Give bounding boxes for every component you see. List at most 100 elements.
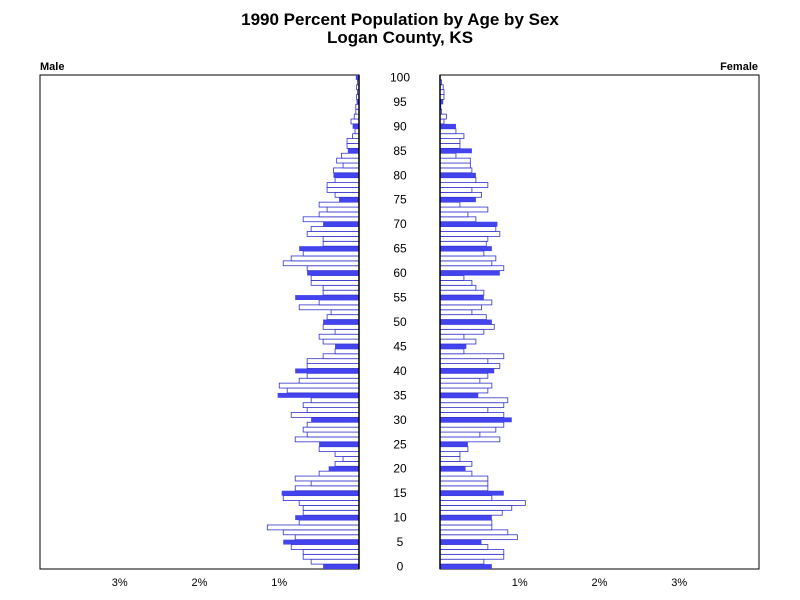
male-bar-age-39 bbox=[306, 372, 360, 379]
female-bar-age-8 bbox=[439, 524, 493, 531]
male-bar-age-56 bbox=[322, 289, 360, 296]
male-bar-age-3 bbox=[302, 549, 360, 555]
female-bar-age-18 bbox=[439, 475, 489, 482]
male-bar-age-26 bbox=[294, 436, 360, 443]
female-bar-age-50 bbox=[440, 319, 492, 325]
female-bar-age-70 bbox=[440, 221, 498, 227]
female-bar-age-65 bbox=[440, 246, 492, 252]
female-bar-age-35 bbox=[440, 392, 479, 398]
female-bar-age-62 bbox=[439, 260, 493, 267]
male-bar-age-69 bbox=[310, 226, 360, 232]
male-bar-age-57 bbox=[322, 284, 360, 291]
male-bar-age-74 bbox=[318, 201, 360, 208]
age-label-0: 0 bbox=[397, 560, 404, 574]
male-bar-age-53 bbox=[298, 304, 360, 311]
male-bar-age-7 bbox=[282, 529, 360, 536]
male-bar-age-62 bbox=[282, 260, 360, 267]
female-bar-age-12 bbox=[439, 505, 513, 511]
female-bar-age-71 bbox=[439, 216, 477, 223]
female-bar-age-39 bbox=[439, 372, 489, 379]
female-bar-age-36 bbox=[439, 387, 489, 394]
female-bar-age-17 bbox=[439, 480, 489, 487]
age-label-90: 90 bbox=[393, 119, 407, 133]
female-bar-age-81 bbox=[439, 167, 473, 174]
male-bar-age-52 bbox=[330, 309, 360, 316]
age-label-55: 55 bbox=[393, 291, 407, 305]
male-bar-age-77 bbox=[326, 187, 360, 193]
age-label-70: 70 bbox=[393, 217, 407, 231]
age-label-15: 15 bbox=[393, 486, 407, 500]
chart-title: 1990 Percent Population by Age by Sex bbox=[241, 10, 559, 29]
male-bar-age-49 bbox=[322, 324, 360, 330]
female-bar-age-69 bbox=[439, 226, 497, 232]
female-bar-age-86 bbox=[439, 143, 461, 149]
male-bar-age-31 bbox=[290, 412, 360, 418]
female-bar-age-15 bbox=[440, 490, 504, 496]
female-bar-age-23 bbox=[439, 451, 461, 457]
male-bar-age-11 bbox=[302, 509, 360, 516]
male-bar-age-42 bbox=[306, 358, 360, 364]
female-bar-age-52 bbox=[439, 309, 473, 316]
age-label-85: 85 bbox=[393, 144, 407, 158]
male-bar-age-6 bbox=[294, 534, 360, 541]
age-label-100: 100 bbox=[390, 70, 410, 84]
male-bar-age-86 bbox=[346, 143, 360, 149]
male-bar-age-40 bbox=[295, 368, 359, 374]
male-bar-age-61 bbox=[306, 265, 360, 272]
female-bar-age-92 bbox=[439, 113, 447, 120]
female-bar-age-28 bbox=[439, 426, 497, 433]
female-bar-age-3 bbox=[439, 549, 505, 555]
female-bar-age-38 bbox=[439, 377, 481, 384]
male-bar-age-76 bbox=[334, 191, 360, 198]
male-bar-age-20 bbox=[328, 466, 359, 472]
male-panel-label: Male bbox=[40, 61, 65, 73]
male-bar-age-14 bbox=[282, 495, 360, 501]
male-x-tick-label: 3% bbox=[112, 577, 128, 589]
female-bar-age-83 bbox=[439, 157, 471, 164]
female-bar-age-48 bbox=[439, 328, 485, 335]
female-bar-age-11 bbox=[439, 509, 503, 516]
male-bar-age-75 bbox=[339, 197, 359, 203]
chart-subtitle: Logan County, KS bbox=[326, 28, 474, 47]
female-x-tick-label: 3% bbox=[671, 577, 687, 589]
female-bar-age-0 bbox=[440, 564, 492, 569]
male-bar-age-5 bbox=[283, 539, 359, 545]
male-bar-age-2 bbox=[302, 553, 360, 560]
female-bar-age-32 bbox=[439, 407, 489, 413]
female-bar-age-74 bbox=[439, 201, 461, 208]
male-bar-age-51 bbox=[326, 314, 360, 320]
female-bar-age-19 bbox=[439, 470, 473, 477]
female-bar-age-31 bbox=[439, 412, 505, 418]
female-bar-age-76 bbox=[439, 191, 482, 198]
female-bar-age-64 bbox=[439, 250, 485, 257]
male-bar-age-24 bbox=[318, 446, 360, 453]
male-bar-age-38 bbox=[298, 377, 360, 384]
male-bar-age-0 bbox=[323, 564, 359, 569]
male-bar-age-78 bbox=[326, 182, 360, 188]
female-bar-age-78 bbox=[439, 182, 489, 188]
female-bar-age-59 bbox=[439, 275, 465, 281]
female-bar-age-60 bbox=[440, 270, 500, 276]
female-bar-age-20 bbox=[440, 466, 466, 472]
female-bar-age-46 bbox=[439, 338, 477, 345]
female-bar-age-29 bbox=[439, 421, 505, 428]
male-bar-age-47 bbox=[318, 333, 360, 340]
female-bar-age-77 bbox=[439, 187, 473, 193]
age-label-60: 60 bbox=[393, 266, 407, 280]
female-bar-age-54 bbox=[439, 299, 493, 306]
female-bar-age-67 bbox=[439, 236, 489, 242]
female-bar-age-89 bbox=[439, 128, 457, 135]
female-bar-age-33 bbox=[439, 402, 505, 408]
male-bar-age-58 bbox=[310, 280, 360, 286]
male-bar-age-72 bbox=[318, 211, 360, 218]
male-bar-age-64 bbox=[302, 250, 360, 257]
female-bar-age-90 bbox=[440, 123, 456, 129]
male-x-tick-label: 1% bbox=[271, 577, 287, 589]
male-bar-age-18 bbox=[294, 475, 360, 482]
age-label-10: 10 bbox=[393, 511, 407, 525]
female-bar-age-63 bbox=[439, 255, 497, 262]
female-bar-age-26 bbox=[439, 436, 501, 443]
male-bar-age-22 bbox=[342, 456, 360, 462]
female-bar-age-41 bbox=[439, 363, 501, 369]
